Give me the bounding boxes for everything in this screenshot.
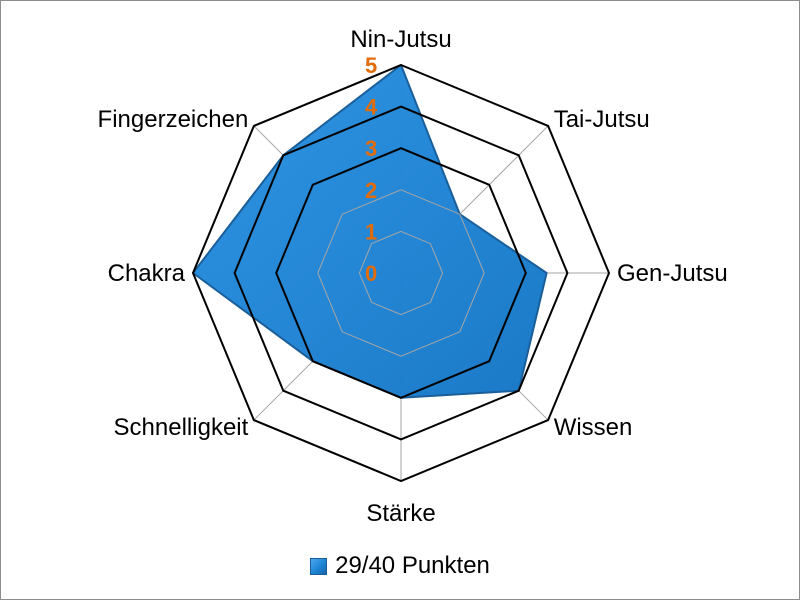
tick-label: 0 bbox=[365, 261, 377, 286]
category-label: Stärke bbox=[366, 500, 435, 527]
category-label: Fingerzeichen bbox=[98, 106, 249, 133]
grid-ring bbox=[191, 63, 611, 483]
tick-label: 2 bbox=[365, 178, 377, 203]
grid-ring bbox=[275, 147, 527, 399]
category-label: Wissen bbox=[554, 414, 633, 441]
category-label: Chakra bbox=[108, 260, 186, 287]
category-label: Tai-Jutsu bbox=[554, 106, 650, 133]
category-label: Schnelligkeit bbox=[114, 414, 249, 441]
category-labels: Nin-Jutsu Tai-Jutsu Gen-Jutsu Wissen Stärke S… bbox=[98, 26, 728, 527]
grid-ring bbox=[358, 230, 444, 316]
tick-label: 3 bbox=[365, 136, 377, 161]
grid-rings bbox=[191, 63, 611, 483]
legend: 29/40 Punkten bbox=[1, 552, 799, 580]
tick-label: 1 bbox=[365, 219, 377, 244]
legend-label: 29/40 Punkten bbox=[335, 552, 490, 579]
tick-label: 5 bbox=[365, 53, 377, 78]
grid-ring bbox=[317, 189, 485, 357]
legend-swatch bbox=[310, 557, 328, 575]
category-label: Nin-Jutsu bbox=[350, 26, 451, 53]
value-ticks: 0 1 2 3 4 5 bbox=[365, 53, 378, 286]
category-label: Gen-Jutsu bbox=[617, 260, 728, 287]
tick-label: 4 bbox=[365, 95, 378, 120]
grid-ring bbox=[233, 105, 569, 441]
